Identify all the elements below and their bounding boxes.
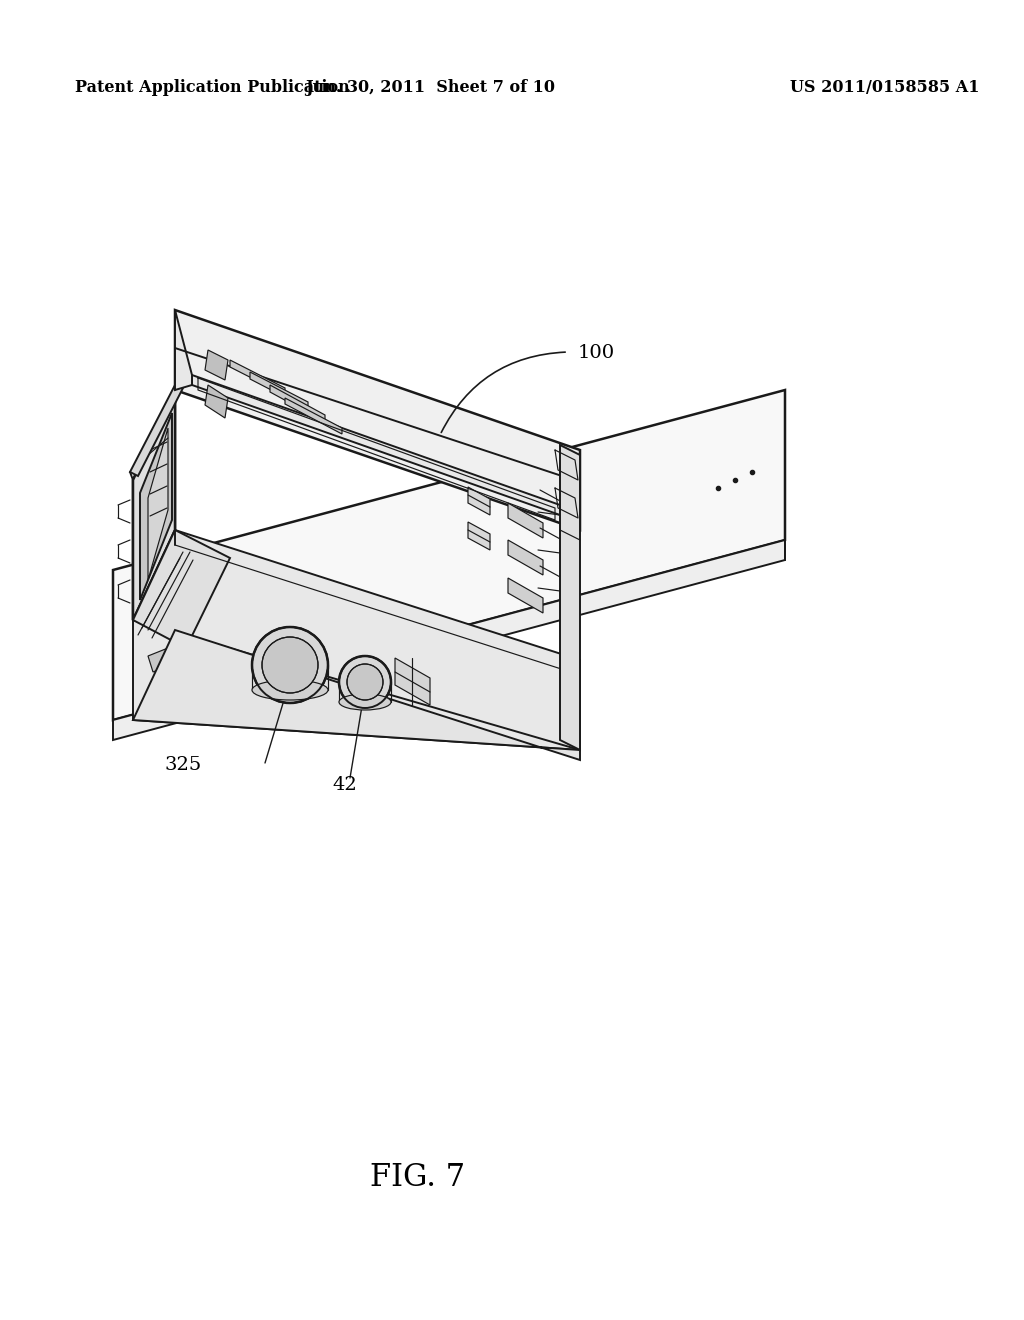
Polygon shape: [270, 385, 325, 422]
Polygon shape: [148, 428, 168, 579]
Circle shape: [347, 664, 383, 700]
Polygon shape: [133, 531, 580, 750]
Polygon shape: [113, 389, 785, 719]
Text: Patent Application Publication: Patent Application Publication: [75, 79, 350, 96]
Polygon shape: [140, 413, 172, 601]
Polygon shape: [133, 389, 175, 620]
Polygon shape: [130, 385, 183, 477]
Text: 42: 42: [332, 776, 356, 795]
Polygon shape: [250, 372, 308, 409]
Polygon shape: [230, 360, 285, 395]
Polygon shape: [560, 445, 580, 750]
Polygon shape: [175, 310, 580, 531]
Polygon shape: [508, 578, 543, 612]
Text: FIG. 7: FIG. 7: [371, 1163, 466, 1193]
Polygon shape: [285, 399, 342, 434]
Polygon shape: [508, 503, 543, 539]
Polygon shape: [193, 375, 560, 515]
Text: Jun. 30, 2011  Sheet 7 of 10: Jun. 30, 2011 Sheet 7 of 10: [305, 79, 555, 96]
Text: US 2011/0158585 A1: US 2011/0158585 A1: [790, 79, 980, 96]
Polygon shape: [508, 540, 543, 576]
Circle shape: [339, 656, 391, 708]
Polygon shape: [148, 648, 173, 672]
Polygon shape: [468, 487, 490, 515]
Ellipse shape: [252, 680, 328, 700]
Polygon shape: [113, 540, 785, 741]
Polygon shape: [395, 657, 430, 705]
Polygon shape: [205, 385, 228, 418]
Polygon shape: [133, 630, 580, 760]
Polygon shape: [205, 350, 228, 380]
Circle shape: [252, 627, 328, 704]
Circle shape: [262, 638, 318, 693]
Text: 100: 100: [578, 345, 615, 362]
Polygon shape: [133, 531, 230, 648]
Polygon shape: [175, 310, 193, 389]
Ellipse shape: [339, 694, 391, 710]
Polygon shape: [468, 521, 490, 550]
Text: 325: 325: [165, 756, 203, 774]
Polygon shape: [133, 389, 175, 620]
